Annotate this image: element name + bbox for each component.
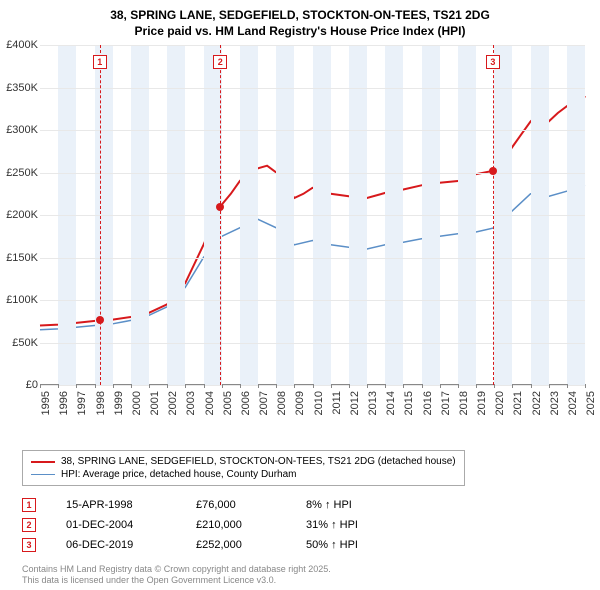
x-tick-mark <box>585 384 586 388</box>
event-pct: 50% ↑ HPI <box>306 539 396 551</box>
event-pct: 31% ↑ HPI <box>306 519 396 531</box>
event-price: £76,000 <box>196 499 276 511</box>
y-gridline <box>40 343 585 344</box>
x-tick-mark <box>422 384 423 388</box>
event-number-box: 1 <box>22 498 36 512</box>
event-marker-dot <box>96 316 104 324</box>
chart-title: 38, SPRING LANE, SEDGEFIELD, STOCKTON-ON… <box>0 0 600 39</box>
event-marker-dot <box>489 167 497 175</box>
x-tick-mark <box>149 384 150 388</box>
x-tick-mark <box>567 384 568 388</box>
events-table: 1 15-APR-1998 £76,000 8% ↑ HPI 2 01-DEC-2004 £… <box>22 495 396 555</box>
footer-line-2: This data is licensed under the Open Gov… <box>22 575 331 586</box>
x-tick-mark <box>494 384 495 388</box>
x-tick-mark <box>349 384 350 388</box>
x-tick-mark <box>113 384 114 388</box>
event-price: £252,000 <box>196 539 276 551</box>
y-gridline <box>40 45 585 46</box>
y-gridline <box>40 88 585 89</box>
event-date: 06-DEC-2019 <box>66 539 166 551</box>
x-tick-mark <box>313 384 314 388</box>
x-tick-mark <box>131 384 132 388</box>
x-tick-mark <box>385 384 386 388</box>
x-tick-mark <box>403 384 404 388</box>
x-tick-mark <box>294 384 295 388</box>
event-date: 15-APR-1998 <box>66 499 166 511</box>
legend-label: 38, SPRING LANE, SEDGEFIELD, STOCKTON-ON… <box>61 456 456 467</box>
y-tick-label: £350K <box>0 82 38 94</box>
footer-line-1: Contains HM Land Registry data © Crown c… <box>22 564 331 575</box>
event-date: 01-DEC-2004 <box>66 519 166 531</box>
x-tick-mark <box>276 384 277 388</box>
y-gridline <box>40 300 585 301</box>
legend-swatch <box>31 461 55 463</box>
y-tick-label: £300K <box>0 124 38 136</box>
title-line-2: Price paid vs. HM Land Registry's House … <box>0 24 600 40</box>
legend-label: HPI: Average price, detached house, Coun… <box>61 469 297 480</box>
plot-region: £0£50K£100K£150K£200K£250K£300K£350K£400… <box>40 45 585 385</box>
x-tick-mark <box>204 384 205 388</box>
x-tick-mark <box>58 384 59 388</box>
event-row: 2 01-DEC-2004 £210,000 31% ↑ HPI <box>22 515 396 535</box>
x-tick-mark <box>476 384 477 388</box>
y-gridline <box>40 215 585 216</box>
footer-attribution: Contains HM Land Registry data © Crown c… <box>22 564 331 586</box>
x-tick-mark <box>222 384 223 388</box>
y-tick-label: £400K <box>0 39 38 51</box>
y-tick-label: £150K <box>0 252 38 264</box>
event-price: £210,000 <box>196 519 276 531</box>
event-vline <box>220 45 221 385</box>
legend-swatch <box>31 474 55 476</box>
event-pct: 8% ↑ HPI <box>306 499 396 511</box>
y-tick-label: £100K <box>0 294 38 306</box>
x-tick-mark <box>331 384 332 388</box>
title-line-1: 38, SPRING LANE, SEDGEFIELD, STOCKTON-ON… <box>0 8 600 24</box>
x-tick-mark <box>185 384 186 388</box>
event-marker-box: 2 <box>213 55 227 69</box>
event-row: 3 06-DEC-2019 £252,000 50% ↑ HPI <box>22 535 396 555</box>
x-tick-mark <box>167 384 168 388</box>
x-tick-mark <box>95 384 96 388</box>
legend: 38, SPRING LANE, SEDGEFIELD, STOCKTON-ON… <box>22 450 465 486</box>
event-number-box: 2 <box>22 518 36 532</box>
x-tick-mark <box>531 384 532 388</box>
x-tick-mark <box>512 384 513 388</box>
x-tick-mark <box>458 384 459 388</box>
chart-area: £0£50K£100K£150K£200K£250K£300K£350K£400… <box>40 45 585 415</box>
x-tick-mark <box>440 384 441 388</box>
y-gridline <box>40 258 585 259</box>
event-vline <box>100 45 101 385</box>
x-tick-mark <box>240 384 241 388</box>
y-gridline <box>40 173 585 174</box>
x-tick-mark <box>549 384 550 388</box>
event-marker-dot <box>216 203 224 211</box>
x-tick-mark <box>76 384 77 388</box>
event-number-box: 3 <box>22 538 36 552</box>
legend-item: HPI: Average price, detached house, Coun… <box>31 468 456 481</box>
x-tick-mark <box>40 384 41 388</box>
y-gridline <box>40 130 585 131</box>
event-row: 1 15-APR-1998 £76,000 8% ↑ HPI <box>22 495 396 515</box>
y-tick-label: £200K <box>0 209 38 221</box>
y-tick-label: £50K <box>0 337 38 349</box>
legend-item: 38, SPRING LANE, SEDGEFIELD, STOCKTON-ON… <box>31 455 456 468</box>
y-tick-label: £0 <box>0 379 38 391</box>
x-tick-mark <box>258 384 259 388</box>
event-marker-box: 3 <box>486 55 500 69</box>
x-tick-mark <box>367 384 368 388</box>
event-vline <box>493 45 494 385</box>
event-marker-box: 1 <box>93 55 107 69</box>
chart-container: 38, SPRING LANE, SEDGEFIELD, STOCKTON-ON… <box>0 0 600 590</box>
y-tick-label: £250K <box>0 167 38 179</box>
